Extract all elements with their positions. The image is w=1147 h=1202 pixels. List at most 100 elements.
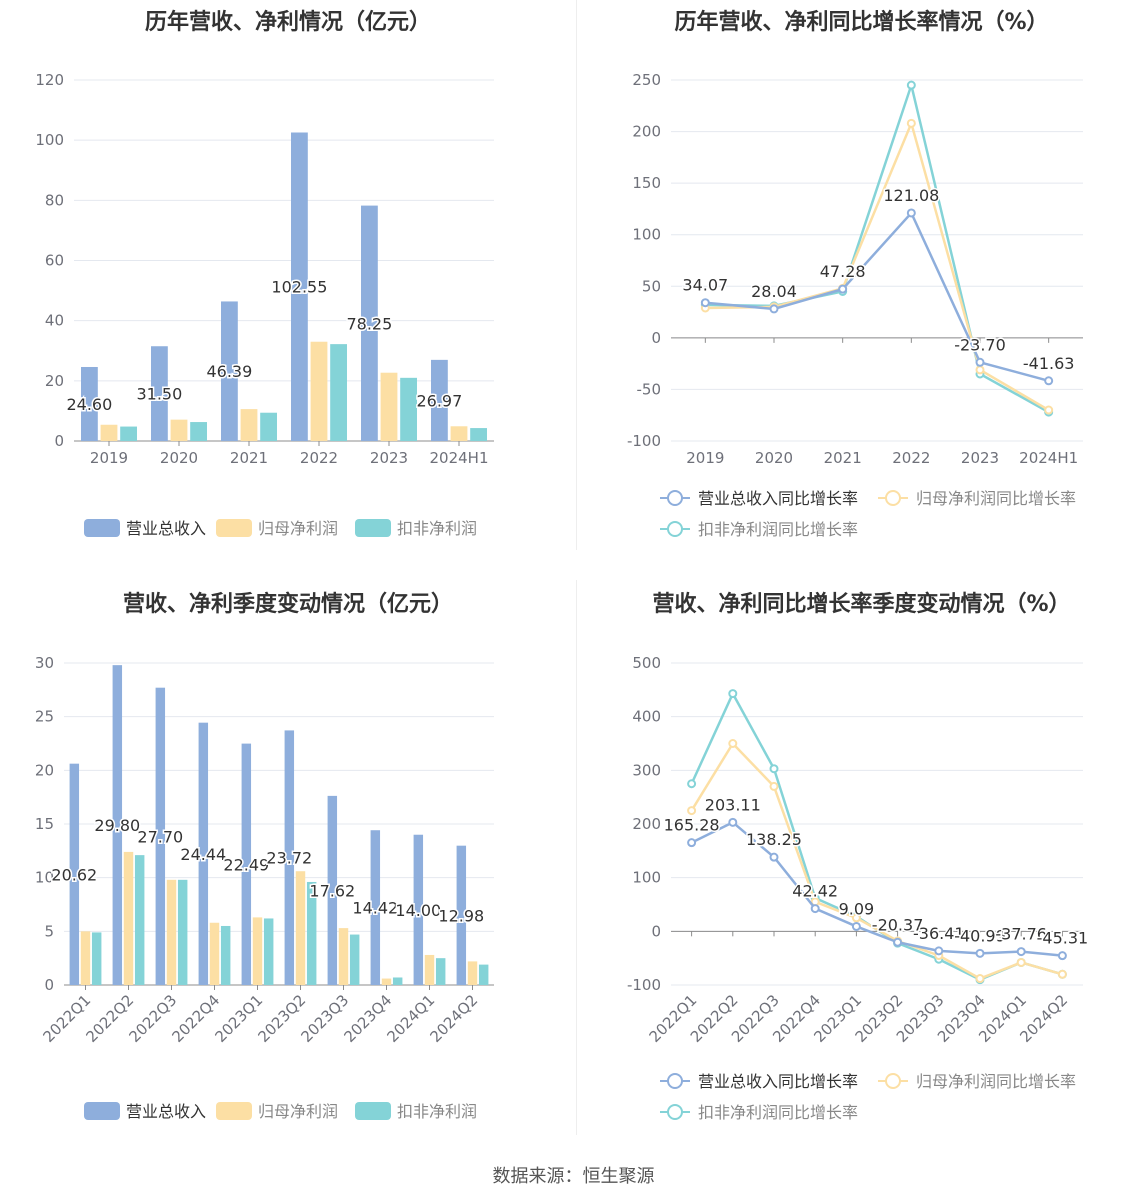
- y-tick-label: 50: [642, 277, 661, 295]
- chart-title: 历年营收、净利情况（亿元）: [144, 10, 431, 35]
- y-tick-label: 25: [35, 708, 54, 726]
- y-tick-label: 100: [632, 869, 661, 887]
- chart-title: 营收、净利同比增长率季度变动情况（%）: [652, 592, 1071, 617]
- bar-deducted-profit-2024q2: [478, 964, 489, 985]
- data-label-revenue-2019: 24.60: [66, 395, 112, 414]
- point-revenue-growth-2023q4: [975, 948, 985, 958]
- bar-revenue-2023: [361, 205, 378, 441]
- legend-label: 归母净利润同比增长率: [916, 489, 1076, 508]
- data-label-revenue-2022: 102.55: [271, 278, 327, 297]
- point-revenue-growth-2023q3: [934, 946, 944, 956]
- legend-swatch: [84, 519, 120, 537]
- y-tick-label: 200: [632, 123, 661, 141]
- data-label-revenue-2022q4: 24.44: [180, 845, 226, 864]
- bar-net-profit-2023q3: [338, 928, 349, 985]
- point-deducted-profit-growth-2022q2: [728, 689, 738, 699]
- bar-deducted-profit-2023: [400, 377, 417, 441]
- x-tick-label-2019: 2019: [90, 449, 128, 467]
- bar-deducted-profit-2020: [190, 422, 207, 441]
- legend-symbol: [667, 490, 683, 506]
- legend-symbol: [667, 1104, 683, 1120]
- legend-item-3: 扣非净利润: [355, 1102, 477, 1121]
- point-revenue-growth-2024h1: [1044, 376, 1054, 386]
- chart-title: 历年营收、净利同比增长率情况（%）: [674, 10, 1049, 35]
- vertical-divider: [576, 0, 577, 550]
- data-label-revenue-2023q1: 22.49: [223, 855, 269, 874]
- y-tick-label: 40: [45, 312, 64, 330]
- bar-net-profit-2022q1: [80, 931, 91, 985]
- bar-revenue-2022q4: [198, 722, 209, 985]
- data-label-revenue-growth-2023q4: -40.99: [954, 926, 1006, 945]
- y-tick-label: 0: [651, 922, 661, 940]
- legend-swatch: [84, 1102, 120, 1120]
- legend-label: 扣非净利润同比增长率: [698, 520, 858, 539]
- data-label-revenue-growth-2022q4: 42.42: [792, 882, 838, 901]
- legend-symbol: [667, 1073, 683, 1089]
- data-label-revenue-growth-2020: 28.04: [751, 282, 797, 301]
- panel-annual-growth-rate: 历年营收、净利同比增长率情况（%） -100 -50 0 50 100 150 200 250…: [576, 0, 1147, 560]
- bar-revenue-2020: [151, 346, 168, 441]
- y-tick-label: 10: [35, 869, 54, 887]
- bar-net-profit-2023q1: [252, 917, 263, 985]
- legend-symbol: [885, 1073, 901, 1089]
- series-line-deducted-profit-growth: [705, 80, 1050, 414]
- bar-net-profit-2023: [380, 372, 398, 441]
- bar-deducted-profit-2023q3: [349, 934, 360, 985]
- bar-revenue-2024h1: [431, 359, 448, 441]
- y-tick-label: 150: [632, 174, 661, 192]
- y-tick-label: 500: [632, 654, 661, 672]
- data-label-revenue-growth-2023q2: -20.37: [872, 915, 924, 934]
- bar-deducted-profit-2022q1: [91, 932, 102, 985]
- bar-revenue-2023q1: [241, 743, 252, 985]
- point-net-profit-growth-2022q2: [728, 739, 738, 748]
- legend-label: 营业总收入: [126, 519, 206, 538]
- data-label-revenue-2024q1: 14.00: [395, 901, 441, 920]
- data-label-revenue-growth-2023q1: 9.09: [839, 899, 875, 918]
- bar-net-profit-2019: [100, 424, 118, 441]
- y-tick-label: 5: [44, 922, 54, 940]
- chart-title: 营收、净利季度变动情况（亿元）: [122, 592, 453, 617]
- x-tick-label-2024q2: 2024Q2: [427, 991, 482, 1046]
- panel-quarterly-growth-rate: 营收、净利同比增长率季度变动情况（%） -100 0 100 200 300 400 500…: [576, 580, 1147, 1150]
- legend-item-3: 扣非净利润同比增长率: [660, 1103, 858, 1122]
- bar-net-profit-2024q1: [424, 954, 435, 985]
- source-note: 数据来源：恒生聚源: [492, 1166, 655, 1187]
- data-label-revenue-2024h1: 26.97: [416, 391, 462, 410]
- y-tick-label: -50: [637, 380, 662, 398]
- legend-label: 归母净利润: [258, 519, 338, 538]
- point-revenue-growth-2022q2: [728, 817, 738, 827]
- point-revenue-growth-2021: [838, 284, 848, 294]
- y-tick-label: 120: [35, 71, 64, 89]
- y-tick-label: 200: [632, 815, 661, 833]
- legend-item-1: 营业总收入同比增长率: [660, 489, 858, 508]
- bar-deducted-profit-2019: [120, 426, 137, 441]
- x-tick-label-2024h1: 2024H1: [430, 449, 489, 467]
- bar-deducted-profit-2024q1: [435, 958, 446, 985]
- bar-deducted-profit-2022q4: [220, 925, 231, 985]
- y-tick-label: 20: [35, 761, 54, 779]
- y-tick-label: 60: [45, 252, 64, 270]
- point-revenue-growth-2022q4: [810, 904, 820, 914]
- data-label-revenue-growth-2024q1: -37.76: [995, 925, 1047, 944]
- y-tick-label: -100: [627, 976, 661, 994]
- x-tick-label-2024h1: 2024H1: [1019, 449, 1078, 467]
- bar-net-profit-2024h1: [450, 426, 468, 441]
- series-line-net-profit-growth: [690, 741, 1063, 980]
- y-tick-label: 0: [54, 432, 64, 450]
- x-tick-label-2021: 2021: [824, 449, 862, 467]
- data-label-revenue-2020: 31.50: [136, 385, 182, 404]
- x-tick-label-2022: 2022: [300, 449, 338, 467]
- legend-item-1: 营业总收入: [84, 1102, 206, 1121]
- point-net-profit-growth-2024h1: [1044, 405, 1054, 415]
- x-tick-label-2023: 2023: [961, 449, 999, 467]
- point-net-profit-growth-2023q1: [851, 913, 861, 923]
- bar-revenue-2019: [81, 366, 98, 441]
- quarterly-growth-rate-chart: -10001002003004005002022Q12022Q22022Q320…: [627, 654, 1090, 1122]
- data-label-revenue-growth-2024h1: -41.63: [1023, 354, 1075, 373]
- bar-revenue-2022q2: [112, 665, 123, 985]
- bar-net-profit-2023q2: [295, 871, 306, 985]
- panel-annual-revenue-profit: 历年营收、净利情况（亿元） 0 20 40 60 80 100 120 2019 2020 202…: [0, 0, 576, 560]
- point-deducted-profit-growth-2022q1: [687, 779, 697, 789]
- data-label-revenue-growth-2023: -23.70: [954, 335, 1006, 354]
- bar-deducted-profit-2023q1: [263, 918, 274, 985]
